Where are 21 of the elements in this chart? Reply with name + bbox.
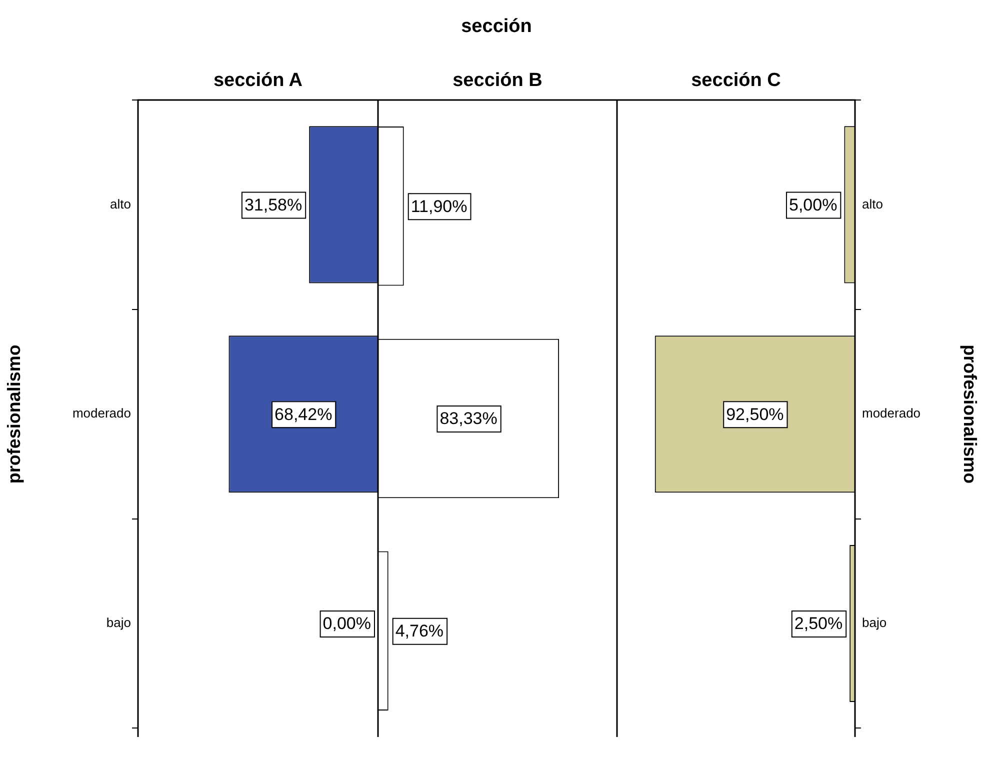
y-tick-label: alto [110,196,131,212]
chart-title: sección [461,16,532,38]
chart-subtitle: sección C [691,70,781,92]
y-tick-label: bajo [862,615,887,630]
data-label: 5,00% [788,195,838,214]
data-label: 2,50% [794,614,843,634]
data-label: 11,90% [410,196,468,216]
data-label: 68,42% [274,404,332,424]
y-tick-label: moderado [862,406,921,421]
data-label: 0,00% [322,614,371,634]
data-label: 4,76% [395,622,444,641]
y-axis-title: profesionalismo [4,344,24,484]
chart-subtitle: sección A [213,70,303,92]
y-tick-label: bajo [106,615,131,630]
y-tick-label: moderado [72,406,131,421]
chart-subtitle: sección B [452,70,542,92]
data-label: 31,58% [244,195,302,214]
y-axis-title: profesionalismo [960,344,980,484]
data-label: 83,33% [440,409,498,428]
y-tick-label: alto [862,196,883,212]
data-label: 92,50% [726,404,784,424]
